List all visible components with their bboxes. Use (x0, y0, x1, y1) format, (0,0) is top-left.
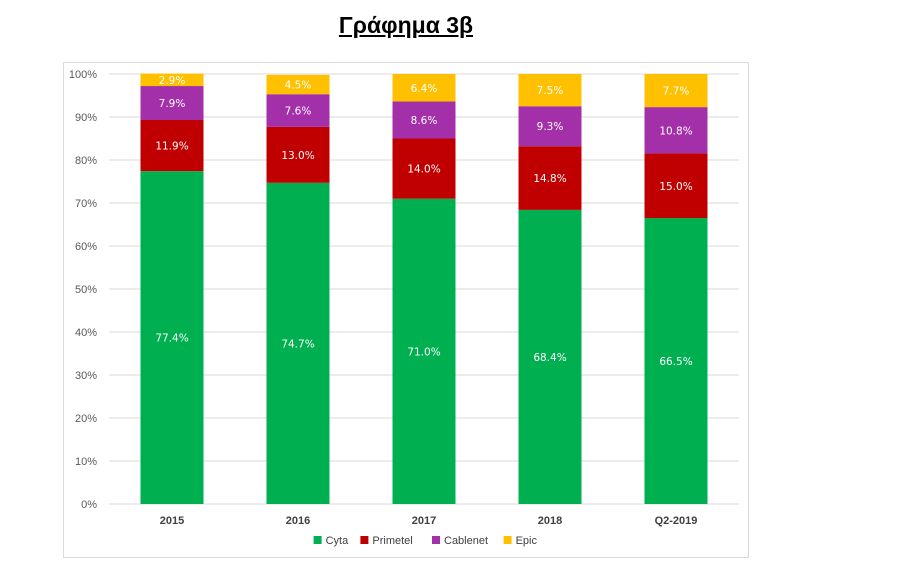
data-label: 2.9% (159, 75, 186, 87)
legend-label-primetel: Primetel (372, 535, 412, 547)
bar-segment-cablenet (140, 86, 204, 121)
bar-segment-epic (266, 74, 330, 95)
data-label: 68.4% (533, 352, 566, 364)
bar-segment-primetel (140, 120, 204, 172)
legend-label-epic: Epic (516, 535, 538, 547)
y-tick-label: 30% (75, 370, 97, 382)
data-label: 9.3% (537, 121, 564, 133)
bar-segment-cyta (518, 209, 582, 504)
legend-label-cyta: Cyta (326, 535, 350, 547)
y-tick-label: 10% (75, 456, 97, 468)
bar-segment-cablenet (518, 106, 582, 147)
chart-frame: 0% 10% 20% 30% 40% 50% 60% 70% 80% 90% 100% 77.4% 1… (63, 62, 749, 558)
data-label: 15.0% (659, 181, 692, 193)
bar-segment-primetel (644, 153, 708, 219)
data-labels: 77.4% 11.9% 7.9% 2.9% 74.7% 13.0% 7.6% 4.5% 71.0… (155, 75, 692, 368)
bar-segment-cyta (644, 218, 708, 505)
y-axis-ticks: 0% 10% 20% 30% 40% 50% 60% 70% 80% 90% 100% (69, 69, 97, 511)
x-category-label: 2015 (160, 515, 184, 527)
data-label: 10.8% (659, 125, 692, 137)
x-category-label: 2016 (286, 515, 310, 527)
data-label: 14.8% (533, 173, 566, 185)
y-tick-label: 100% (69, 69, 97, 81)
data-label: 7.7% (663, 86, 690, 98)
data-label: 7.9% (159, 98, 186, 110)
data-label: 77.4% (155, 333, 188, 345)
x-category-label: Q2-2019 (655, 515, 698, 527)
data-label: 6.4% (411, 83, 438, 95)
bar-segment-epic (518, 74, 582, 107)
legend-swatch-primetel (360, 536, 369, 544)
bar-segment-cyta (140, 171, 204, 504)
legend-swatch-cablenet (432, 536, 440, 544)
x-axis-categories: 2015 2016 2017 2018 Q2-2019 (160, 515, 698, 527)
data-label: 8.6% (411, 115, 438, 127)
y-tick-label: 60% (75, 241, 97, 253)
bar-segment-cyta (266, 182, 330, 504)
bar-segment-epic (392, 74, 456, 102)
y-tick-label: 80% (75, 155, 97, 167)
legend-swatch-cyta (313, 536, 322, 544)
data-label: 14.0% (407, 164, 440, 176)
bar-segment-cablenet (392, 101, 456, 139)
bar-segment-cyta (392, 198, 456, 504)
bar-segment-epic (644, 74, 708, 108)
data-label: 13.0% (281, 150, 314, 162)
bar-segment-epic (140, 73, 204, 87)
x-category-label: 2017 (412, 515, 436, 527)
stacked-bar-chart: 0% 10% 20% 30% 40% 50% 60% 70% 80% 90% 100% 77.4% 1… (69, 69, 739, 547)
data-label: 7.6% (285, 106, 312, 118)
bar-segment-primetel (266, 126, 330, 183)
data-label: 66.5% (659, 356, 692, 368)
data-label: 7.5% (537, 85, 564, 97)
data-label: 4.5% (285, 80, 312, 92)
bars (140, 73, 708, 505)
bar-segment-primetel (518, 146, 582, 210)
y-tick-label: 90% (75, 112, 97, 124)
legend-swatch-epic (503, 536, 512, 544)
legend-label-cablenet: Cablenet (444, 535, 488, 547)
bar-segment-cablenet (266, 94, 330, 127)
y-tick-label: 40% (75, 327, 97, 339)
bar-segment-primetel (392, 138, 456, 199)
data-label: 71.0% (407, 346, 440, 358)
y-tick-label: 0% (81, 499, 97, 511)
data-label: 11.9% (155, 141, 188, 153)
bar-segment-cablenet (644, 107, 708, 154)
y-tick-label: 70% (75, 198, 97, 210)
x-category-label: 2018 (538, 515, 562, 527)
y-tick-label: 50% (75, 284, 97, 296)
data-label: 74.7% (281, 338, 314, 350)
page-title: Γράφημα 3β (338, 12, 474, 38)
y-tick-label: 20% (75, 413, 97, 425)
legend: Cyta Primetel Cablenet Epic (313, 535, 538, 547)
